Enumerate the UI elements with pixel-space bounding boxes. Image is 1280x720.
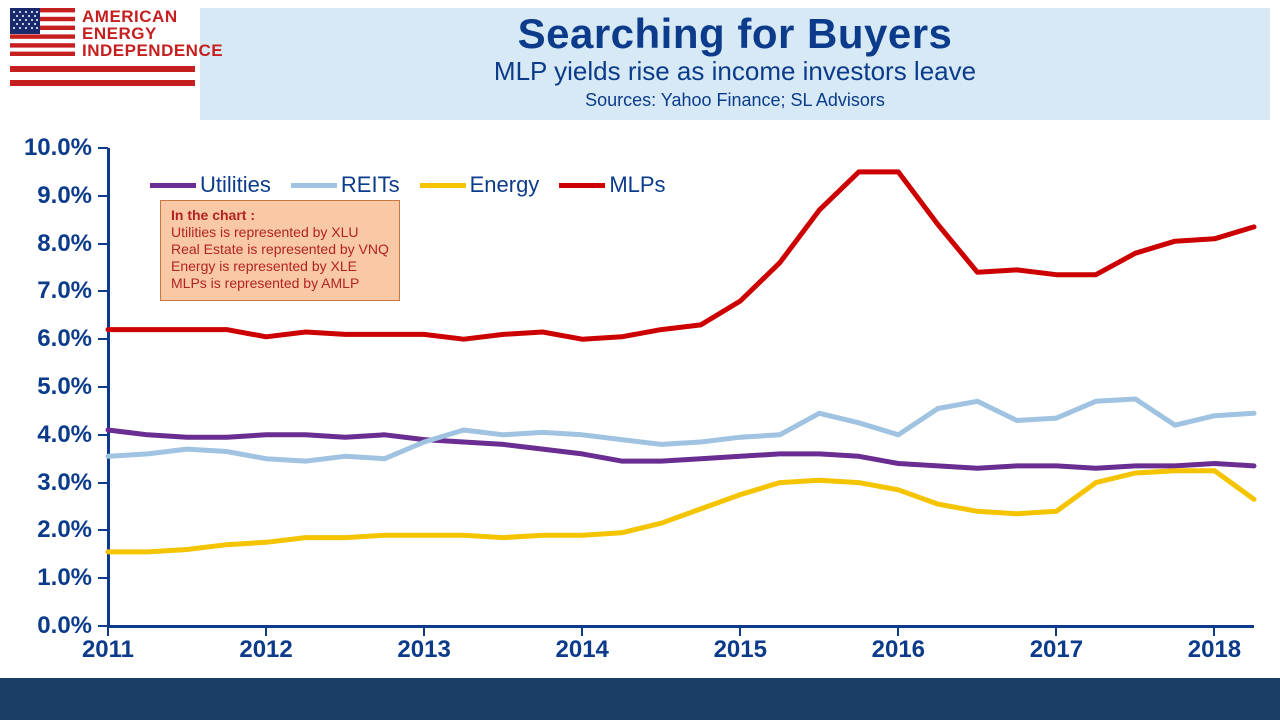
series-utilities (108, 430, 1254, 468)
legend-label: Energy (470, 172, 540, 198)
series-energy (108, 471, 1254, 552)
y-tick-label: 10.0% (0, 134, 92, 162)
logo-line2: ENERGY (82, 25, 223, 42)
y-tick (98, 147, 108, 149)
y-tick (98, 482, 108, 484)
y-tick (98, 243, 108, 245)
y-tick (98, 386, 108, 388)
legend-swatch (291, 183, 337, 188)
y-tick-label: 5.0% (0, 373, 92, 401)
note-line: Utilities is represented by XLU (171, 224, 389, 241)
logo-line3: INDEPENDENCE (82, 42, 223, 59)
y-tick-label: 8.0% (0, 230, 92, 258)
y-tick (98, 529, 108, 531)
footer-band (0, 678, 1280, 720)
page: Searching for Buyers MLP yields rise as … (0, 0, 1280, 720)
y-tick-label: 4.0% (0, 421, 92, 449)
chart-sources: Sources: Yahoo Finance; SL Advisors (200, 90, 1270, 111)
legend-label: Utilities (200, 172, 271, 198)
legend-item-reits: REITs (291, 172, 400, 198)
legend: Utilities REITs Energy MLPs (150, 172, 666, 198)
series-reits (108, 399, 1254, 461)
flag-icon (10, 8, 75, 56)
note-title: In the chart : (171, 207, 389, 224)
legend-swatch (420, 183, 466, 188)
y-tick-label: 2.0% (0, 516, 92, 544)
logo-text: AMERICAN ENERGY INDEPENDENCE (82, 8, 223, 59)
legend-item-utilities: Utilities (150, 172, 271, 198)
y-tick (98, 195, 108, 197)
chart-title: Searching for Buyers (200, 10, 1270, 58)
y-tick (98, 338, 108, 340)
logo: AMERICAN ENERGY INDEPENDENCE (10, 8, 195, 96)
legend-item-mlps: MLPs (559, 172, 665, 198)
logo-line1: AMERICAN (82, 8, 223, 25)
logo-bar-1 (10, 66, 195, 72)
legend-swatch (559, 183, 605, 188)
chart-subtitle: MLP yields rise as income investors leav… (200, 56, 1270, 87)
y-tick-label: 7.0% (0, 277, 92, 305)
note-line: Real Estate is represented by VNQ (171, 241, 389, 258)
legend-item-energy: Energy (420, 172, 540, 198)
note-box: In the chart :Utilities is represented b… (160, 200, 400, 301)
legend-label: REITs (341, 172, 400, 198)
note-line: Energy is represented by XLE (171, 258, 389, 275)
y-tick-label: 9.0% (0, 182, 92, 210)
y-tick (98, 434, 108, 436)
y-tick-label: 6.0% (0, 325, 92, 353)
y-tick-label: 3.0% (0, 469, 92, 497)
legend-label: MLPs (609, 172, 665, 198)
y-tick (98, 290, 108, 292)
legend-swatch (150, 183, 196, 188)
note-line: MLPs is represented by AMLP (171, 275, 389, 292)
logo-bar-2 (10, 80, 195, 86)
y-tick-label: 1.0% (0, 564, 92, 592)
chart-area: 0.0%1.0%2.0%3.0%4.0%5.0%6.0%7.0%8.0%9.0%… (0, 130, 1280, 675)
y-tick (98, 577, 108, 579)
